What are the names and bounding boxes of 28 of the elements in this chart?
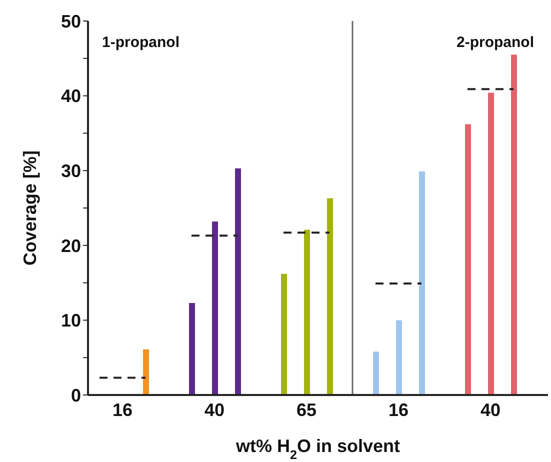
x-tick-label: 65 (296, 400, 317, 420)
y-tick-label: 0 (70, 385, 81, 406)
bar (511, 54, 517, 395)
bar (465, 124, 471, 395)
bar (281, 274, 287, 395)
bar (488, 92, 494, 395)
annotation: 2-propanol (456, 34, 534, 51)
y-tick-label: 10 (60, 310, 81, 331)
bar (235, 168, 241, 395)
x-tick-label: 16 (112, 400, 133, 420)
y-tick-label: 30 (60, 160, 81, 181)
bar (396, 320, 402, 395)
bar (327, 198, 333, 395)
x-axis-title: wt% H$_{2}$O in solvent (234, 436, 400, 462)
bar (419, 171, 425, 395)
annotation: 1-propanol (102, 34, 180, 51)
x-tick-label: 40 (204, 400, 225, 420)
bar (304, 230, 310, 395)
bar (212, 221, 218, 395)
y-tick-label: 20 (60, 236, 81, 256)
y-tick-label: 40 (60, 86, 81, 106)
bar (373, 352, 379, 395)
x-tick-label: 40 (480, 400, 501, 420)
bar (189, 302, 195, 395)
bar (143, 349, 149, 395)
y-tick-label: 50 (60, 11, 81, 32)
y-axis-title: Coverage [%] (20, 150, 40, 266)
x-tick-label: 16 (388, 400, 409, 420)
